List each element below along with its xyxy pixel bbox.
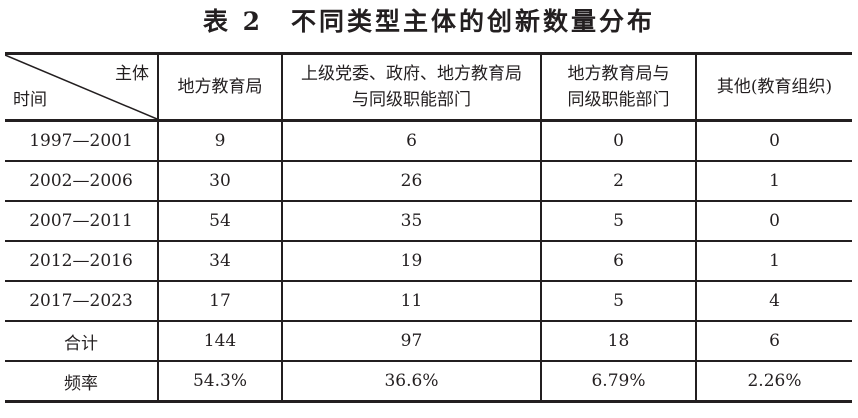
row-label: 2017—2023 [5,280,159,322]
column-header-text: 与同级职能部门 [352,90,471,110]
table-cell: 0 [695,119,852,162]
table-cell: 6.79% [540,360,697,403]
corner-header-cell: 主体 时间 [5,52,159,122]
table-cell: 17 [157,280,283,322]
table-cell: 54 [157,200,283,242]
table-cell: 4 [695,280,852,322]
table-cell: 26 [281,160,542,202]
table-row: 频率 54.3% 36.6% 6.79% 2.26% [5,360,852,403]
table-cell: 5 [540,200,697,242]
table-cell: 18 [540,320,697,362]
table-cell: 54.3% [157,360,283,403]
column-header-text: 其他(教育组织) [716,77,833,97]
row-label: 合计 [5,320,159,362]
table-row: 2002—2006 30 26 2 1 [5,160,852,202]
row-label: 1997—2001 [5,119,159,162]
table-cell: 97 [281,320,542,362]
table-row: 2017—2023 17 11 5 4 [5,280,852,322]
corner-subject-label: 主体 [115,64,149,84]
table-cell: 11 [281,280,542,322]
table-cell: 0 [695,200,852,242]
row-label: 2007—2011 [5,200,159,242]
table-cell: 2 [540,160,697,202]
table-cell: 1 [695,160,852,202]
column-header: 地方教育局 [157,52,283,122]
column-header-text: 地方教育局 [177,77,263,97]
corner-time-label: 时间 [13,90,47,110]
table-cell: 6 [695,320,852,362]
table-cell: 30 [157,160,283,202]
table-cell: 2.26% [695,360,852,403]
table-cell: 1 [695,240,852,282]
data-table: 主体 时间 地方教育局 上级党委、政府、地方教育局 与同级职能部门 地方教育局与同… [5,52,852,403]
table-cell: 144 [157,320,283,362]
column-header-text: 地方教育局与 [567,64,670,84]
row-label: 频率 [5,360,159,403]
table-row: 1997—2001 9 6 0 0 [5,119,852,162]
table-cell: 0 [540,119,697,162]
table-title: 表 2 不同类型主体的创新数量分布 [202,7,656,36]
table-cell: 6 [281,119,542,162]
column-header: 上级党委、政府、地方教育局 与同级职能部门 [281,52,542,122]
table-cell: 9 [157,119,283,162]
table-cell: 34 [157,240,283,282]
column-header: 地方教育局与 同级职能部门 [540,52,697,122]
table-cell: 6 [540,240,697,282]
table-cell: 36.6% [281,360,542,403]
table-cell: 5 [540,280,697,322]
table-row: 2012—2016 34 19 6 1 [5,240,852,282]
column-header-text: 上级党委、政府、地方教育局 [301,64,522,84]
header-row: 主体 时间 地方教育局 上级党委、政府、地方教育局 与同级职能部门 地方教育局与同… [5,52,852,122]
table-cell: 19 [281,240,542,282]
row-label: 2002—2006 [5,160,159,202]
table-cell: 35 [281,200,542,242]
row-label: 2012—2016 [5,240,159,282]
column-header-text: 同级职能部门 [567,90,670,110]
table-row: 合计 144 97 18 6 [5,320,852,362]
table-row: 2007—2011 54 35 5 0 [5,200,852,242]
diagonal-line [5,55,157,119]
column-header: 其他(教育组织) [695,52,852,122]
